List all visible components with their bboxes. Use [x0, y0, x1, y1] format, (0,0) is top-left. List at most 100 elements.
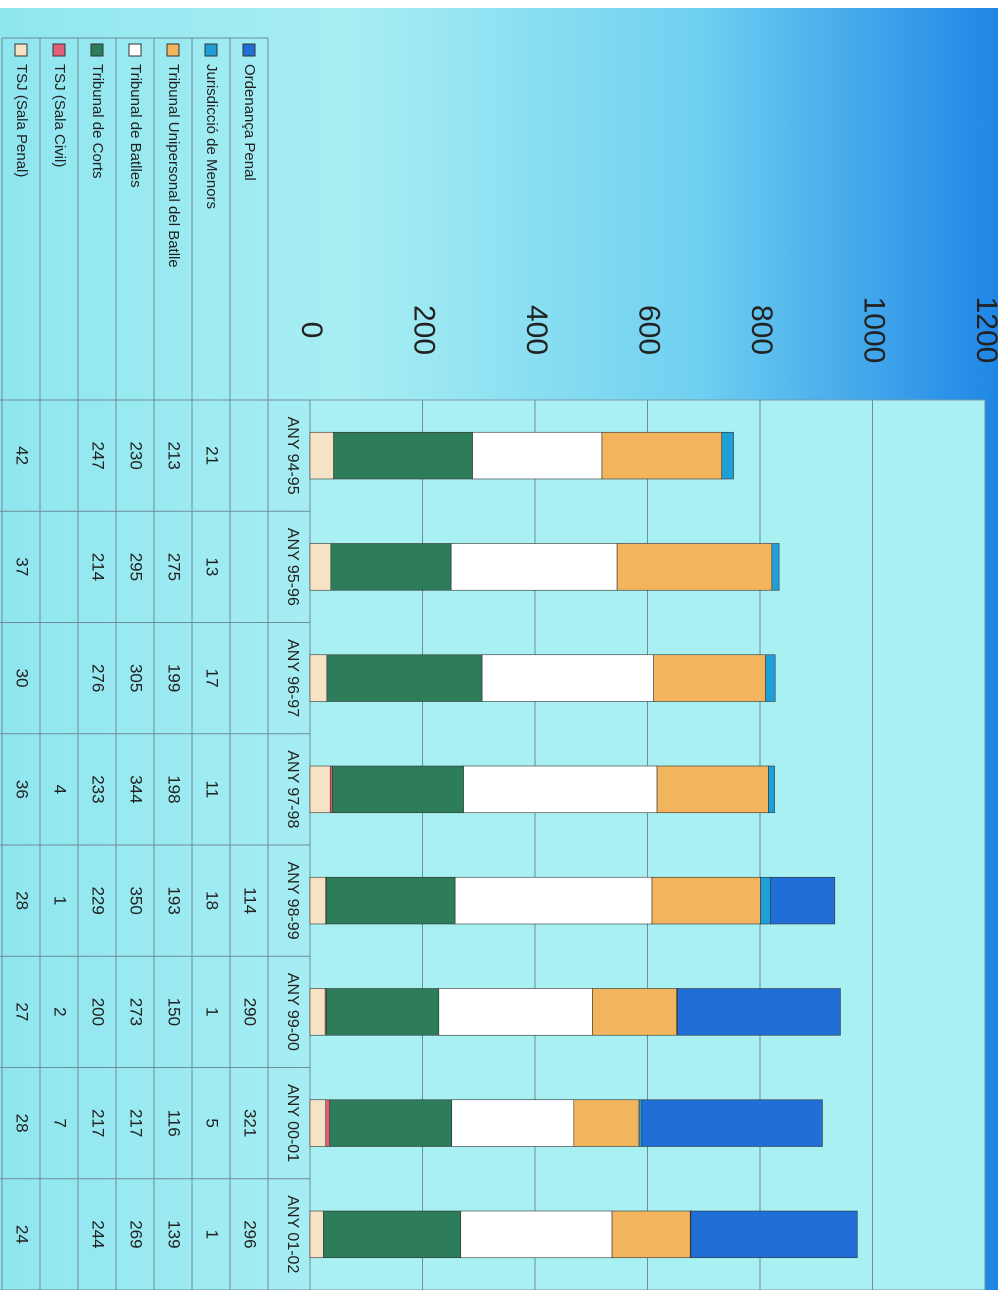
legend-label-4: Tribunal de Corts [89, 64, 106, 179]
chart-stage: 0 200 400 600 800 1000 1200 ANY 94-95 ANY 95-96 A… [0, 8, 998, 1290]
bar-segment-7-4 [611, 1210, 691, 1259]
table-cell-2-6: 116 [165, 1110, 184, 1137]
table-cell-2-7: 139 [165, 1220, 184, 1248]
value-tick-label-200: 200 [408, 305, 441, 355]
table-cell-4-1: 214 [89, 553, 108, 581]
bar-segment-2-3 [481, 654, 654, 702]
legend-swatch-5 [52, 43, 66, 57]
table-cell-3-2: 305 [127, 664, 146, 692]
bar-segment-6-2 [329, 1099, 453, 1147]
table-cell-4-6: 217 [89, 1109, 108, 1137]
bar-segment-2-4 [653, 654, 766, 702]
bar-segment-4-4 [651, 876, 761, 925]
category-label-3: ANY 97-98 [284, 750, 301, 828]
table-cell-5-5: 2 [51, 1007, 70, 1016]
legend-swatch-1 [204, 43, 218, 57]
table-cell-4-3: 233 [89, 775, 108, 803]
table-cell-1-3: 11 [203, 781, 222, 799]
table-cell-1-7: 1 [203, 1230, 222, 1239]
bar-segment-5-2 [326, 988, 440, 1036]
table-cell-2-2: 199 [165, 664, 184, 692]
table-cell-6-3: 36 [13, 780, 32, 799]
table-cell-0-5: 290 [241, 998, 260, 1026]
bar-segment-4-5 [760, 876, 771, 925]
bar-segment-2-2 [326, 654, 483, 702]
legend-swatch-0 [242, 43, 256, 57]
category-label-0: ANY 94-95 [284, 417, 301, 495]
legend-label-6: TSJ (Sala Penal) [13, 64, 30, 177]
category-label-7: ANY 01-02 [284, 1195, 301, 1273]
category-label-4: ANY 98-99 [284, 862, 301, 940]
bar-segment-1-2 [330, 543, 452, 591]
table-cell-1-6: 5 [203, 1118, 222, 1127]
table-cell-2-1: 275 [165, 553, 184, 581]
bar-segment-3-3 [463, 765, 658, 814]
bar-segment-6-1 [325, 1099, 330, 1147]
bar-segment-1-0 [309, 543, 332, 591]
bar-segment-0-4 [601, 431, 723, 480]
table-cell-2-0: 213 [165, 441, 184, 469]
table-cell-5-4: 1 [51, 896, 70, 905]
table-cell-3-7: 269 [127, 1220, 146, 1248]
table-cell-4-7: 244 [89, 1220, 108, 1248]
bar-segment-6-4 [573, 1099, 640, 1147]
bar-segment-4-3 [454, 876, 653, 925]
bar-segment-7-3 [460, 1210, 613, 1259]
bar-segment-2-5 [765, 654, 776, 702]
table-cell-4-2: 276 [89, 664, 108, 692]
legend-swatch-3 [128, 43, 142, 57]
value-tick-label-800: 800 [745, 305, 778, 355]
value-tick-label-0: 0 [295, 322, 328, 339]
table-cell-1-0: 21 [203, 446, 222, 465]
table-cell-0-7: 296 [241, 1220, 260, 1248]
table-cell-2-5: 150 [165, 998, 184, 1026]
table-cell-3-0: 230 [127, 441, 146, 469]
table-cell-2-4: 193 [165, 886, 184, 914]
bar-segment-2-0 [309, 654, 328, 702]
table-cell-0-6: 321 [241, 1109, 260, 1137]
legend-swatch-2 [166, 43, 180, 57]
table-cell-1-1: 13 [203, 557, 222, 576]
category-label-2: ANY 96-97 [284, 639, 301, 717]
bar-segment-0-5 [721, 431, 734, 480]
table-cell-6-0: 42 [13, 446, 32, 465]
table-cell-6-2: 30 [13, 669, 32, 688]
table-cell-4-4: 229 [89, 886, 108, 914]
bar-segment-6-6 [641, 1099, 823, 1147]
bar-segment-0-2 [333, 431, 473, 480]
value-tick-label-400: 400 [520, 305, 553, 355]
bar-segment-4-6 [770, 876, 836, 925]
legend-label-3: Tribunal de Batlles [127, 64, 144, 188]
bar-segment-5-3 [438, 988, 593, 1036]
value-tick-label-1200: 1200 [970, 297, 998, 364]
bar-segment-1-3 [450, 543, 618, 591]
table-cell-1-5: 1 [203, 1007, 222, 1016]
table-cell-3-1: 295 [127, 553, 146, 581]
bar-segment-0-0 [309, 431, 334, 480]
bar-segment-4-2 [326, 876, 456, 925]
bar-segment-5-0 [309, 988, 326, 1036]
bar-segment-3-2 [332, 765, 464, 814]
bar-segment-1-4 [616, 543, 773, 591]
bar-segment-5-4 [592, 988, 678, 1036]
table-cell-0-4: 114 [241, 887, 260, 914]
value-tick-label-600: 600 [633, 305, 666, 355]
table-cell-2-3: 198 [165, 775, 184, 803]
bar-segment-3-0 [309, 765, 331, 814]
table-cell-6-4: 28 [13, 891, 32, 910]
bar-segment-7-6 [690, 1210, 858, 1259]
bar-segment-6-0 [309, 1099, 327, 1147]
table-cell-4-0: 247 [89, 441, 108, 469]
bar-segment-3-5 [768, 765, 775, 814]
value-tick-label-1000: 1000 [858, 297, 891, 364]
bar-segment-5-6 [677, 988, 841, 1036]
bar-segment-3-1 [329, 765, 333, 814]
table-cell-6-6: 28 [13, 1114, 32, 1133]
bar-segment-4-0 [309, 876, 327, 925]
table-cell-3-4: 350 [127, 886, 146, 914]
table-cell-6-7: 24 [13, 1225, 32, 1244]
table-cell-3-5: 273 [127, 998, 146, 1026]
table-cell-6-1: 37 [13, 557, 32, 576]
legend-label-0: Ordenança Penal [241, 64, 258, 181]
